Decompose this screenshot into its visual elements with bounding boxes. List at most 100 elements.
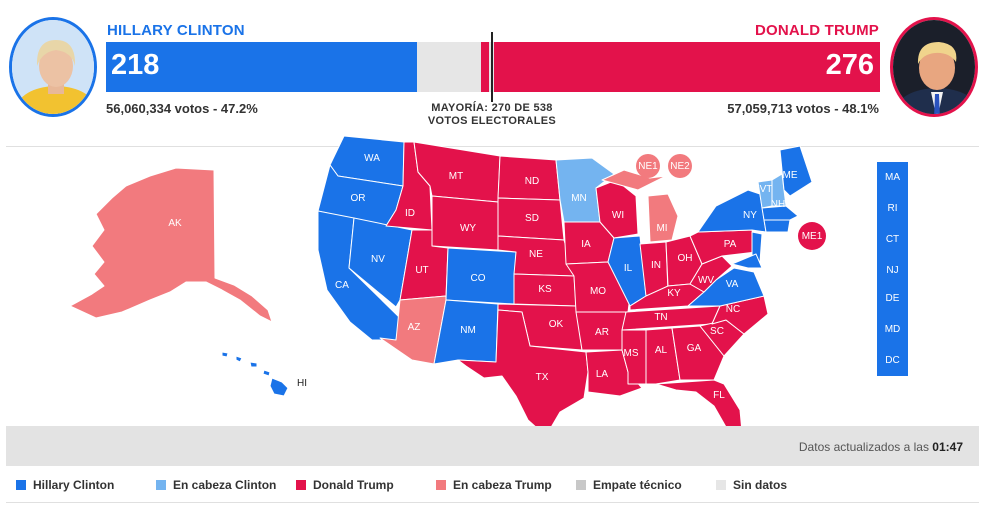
label-mn: MN bbox=[571, 193, 587, 204]
state-al[interactable] bbox=[645, 327, 681, 385]
trump-electoral-votes: 276 bbox=[825, 49, 874, 81]
label-ak: AK bbox=[168, 218, 182, 229]
trump-portrait-icon bbox=[893, 20, 975, 114]
clinton-popular-vote: 56,060,334 votos - 47.2% bbox=[106, 101, 258, 116]
legend-swatch bbox=[716, 480, 726, 490]
label-me: ME bbox=[783, 170, 798, 181]
small-state-de[interactable]: DE bbox=[877, 283, 908, 314]
legend-label: Hillary Clinton bbox=[33, 478, 115, 492]
trump-electoral-bar bbox=[494, 42, 880, 92]
label-nm: NM bbox=[460, 325, 476, 336]
footer-divider bbox=[6, 502, 979, 503]
legend-item-trump: Donald Trump bbox=[296, 478, 436, 492]
update-bar: Datos actualizados a las 01:47 bbox=[6, 426, 979, 466]
legend-label: En cabeza Clinton bbox=[173, 478, 277, 492]
legend-swatch bbox=[436, 480, 446, 490]
label-nc: NC bbox=[726, 304, 740, 315]
label-ca: CA bbox=[335, 280, 349, 291]
state-ct-ri-shape[interactable] bbox=[763, 219, 791, 233]
label-mt: MT bbox=[449, 171, 463, 182]
label-mi: MI bbox=[656, 223, 667, 234]
label-nd: ND bbox=[525, 176, 539, 187]
label-ky: KY bbox=[667, 288, 681, 299]
state-mi[interactable] bbox=[647, 193, 679, 243]
label-id: ID bbox=[405, 208, 415, 219]
label-ia: IA bbox=[581, 239, 591, 250]
clinton-name: HILLARY CLINTON bbox=[107, 22, 245, 39]
trump-popular-vote: 57,059,713 votos - 48.1% bbox=[727, 101, 879, 116]
label-al: AL bbox=[655, 345, 668, 356]
state-mi-upper[interactable] bbox=[601, 169, 667, 191]
trump-name: DONALD TRUMP bbox=[754, 22, 879, 39]
legend-item-clinton: Hillary Clinton bbox=[16, 478, 156, 492]
label-wv: WV bbox=[698, 275, 714, 286]
label-sd: SD bbox=[525, 213, 539, 224]
legend-swatch bbox=[576, 480, 586, 490]
majority-marker bbox=[491, 32, 493, 102]
label-il: IL bbox=[624, 263, 633, 274]
state-me[interactable] bbox=[779, 145, 813, 197]
district-ne1-circle[interactable] bbox=[636, 154, 660, 178]
state-hi[interactable] bbox=[221, 351, 289, 397]
state-ga[interactable] bbox=[671, 325, 725, 381]
small-state-ri[interactable]: RI bbox=[877, 193, 908, 224]
small-state-ct[interactable]: CT bbox=[877, 224, 908, 255]
label-vt: VT bbox=[760, 184, 773, 195]
state-nv[interactable] bbox=[348, 217, 413, 308]
update-time: 01:47 bbox=[932, 440, 963, 454]
label-ny: NY bbox=[743, 210, 757, 221]
district-ne2-circle[interactable] bbox=[668, 154, 692, 178]
label-wa: WA bbox=[364, 153, 380, 164]
small-state-nj[interactable]: NJ bbox=[877, 255, 908, 286]
label-hi: HI bbox=[297, 378, 307, 389]
label-ne2: NE2 bbox=[670, 161, 690, 172]
label-ar: AR bbox=[595, 327, 609, 338]
clinton-portrait-icon bbox=[12, 20, 94, 114]
label-nh: NH bbox=[771, 199, 785, 210]
label-ok: OK bbox=[549, 319, 564, 330]
label-co: CO bbox=[471, 273, 486, 284]
legend-label: En cabeza Trump bbox=[453, 478, 552, 492]
label-wy: WY bbox=[460, 223, 476, 234]
clinton-electoral-bar bbox=[106, 42, 417, 92]
label-fl: FL bbox=[713, 390, 725, 401]
legend-swatch bbox=[156, 480, 166, 490]
label-me1: ME1 bbox=[802, 231, 823, 242]
label-sc: SC bbox=[710, 326, 724, 337]
label-ne: NE bbox=[529, 249, 543, 260]
clinton-avatar bbox=[9, 17, 97, 117]
lean-trump-bar bbox=[481, 42, 489, 92]
label-tn: TN bbox=[654, 312, 667, 323]
label-in: IN bbox=[651, 260, 661, 271]
legend-item-lean-clinton: En cabeza Clinton bbox=[156, 478, 296, 492]
label-az: AZ bbox=[408, 322, 421, 333]
label-tx: TX bbox=[536, 372, 549, 383]
label-or: OR bbox=[351, 193, 366, 204]
state-ak[interactable] bbox=[69, 167, 273, 323]
small-state-md[interactable]: MD bbox=[877, 314, 908, 345]
trump-avatar bbox=[890, 17, 978, 117]
legend: Hillary Clinton En cabeza Clinton Donald… bbox=[16, 478, 816, 492]
district-me1-circle[interactable] bbox=[798, 222, 826, 250]
us-electoral-map: WA OR CA NV ID MT WY UT CO AZ NM ND SD N… bbox=[69, 135, 826, 437]
small-state-dc[interactable]: DC bbox=[877, 345, 908, 376]
label-pa: PA bbox=[724, 239, 737, 250]
update-label: Datos actualizados a las bbox=[798, 440, 933, 454]
label-va: VA bbox=[726, 279, 739, 290]
small-state-ma[interactable]: MA bbox=[877, 162, 908, 193]
state-az[interactable] bbox=[379, 295, 447, 365]
legend-swatch bbox=[16, 480, 26, 490]
legend-item-tie: Empate técnico bbox=[576, 478, 716, 492]
legend-label: Donald Trump bbox=[313, 478, 394, 492]
clinton-electoral-votes: 218 bbox=[111, 49, 160, 81]
legend-item-no-data: Sin datos bbox=[716, 478, 816, 492]
majority-label: MAYORÍA: 270 DE 538 bbox=[431, 102, 553, 114]
legend-label: Sin datos bbox=[733, 478, 788, 492]
label-ms: MS bbox=[624, 348, 639, 359]
state-md-de-shape[interactable] bbox=[731, 253, 763, 269]
label-la: LA bbox=[596, 369, 609, 380]
undecided-bar bbox=[417, 42, 481, 92]
state-ma-shape[interactable] bbox=[761, 205, 799, 221]
legend-label: Empate técnico bbox=[593, 478, 682, 492]
label-ne1: NE1 bbox=[638, 161, 658, 172]
